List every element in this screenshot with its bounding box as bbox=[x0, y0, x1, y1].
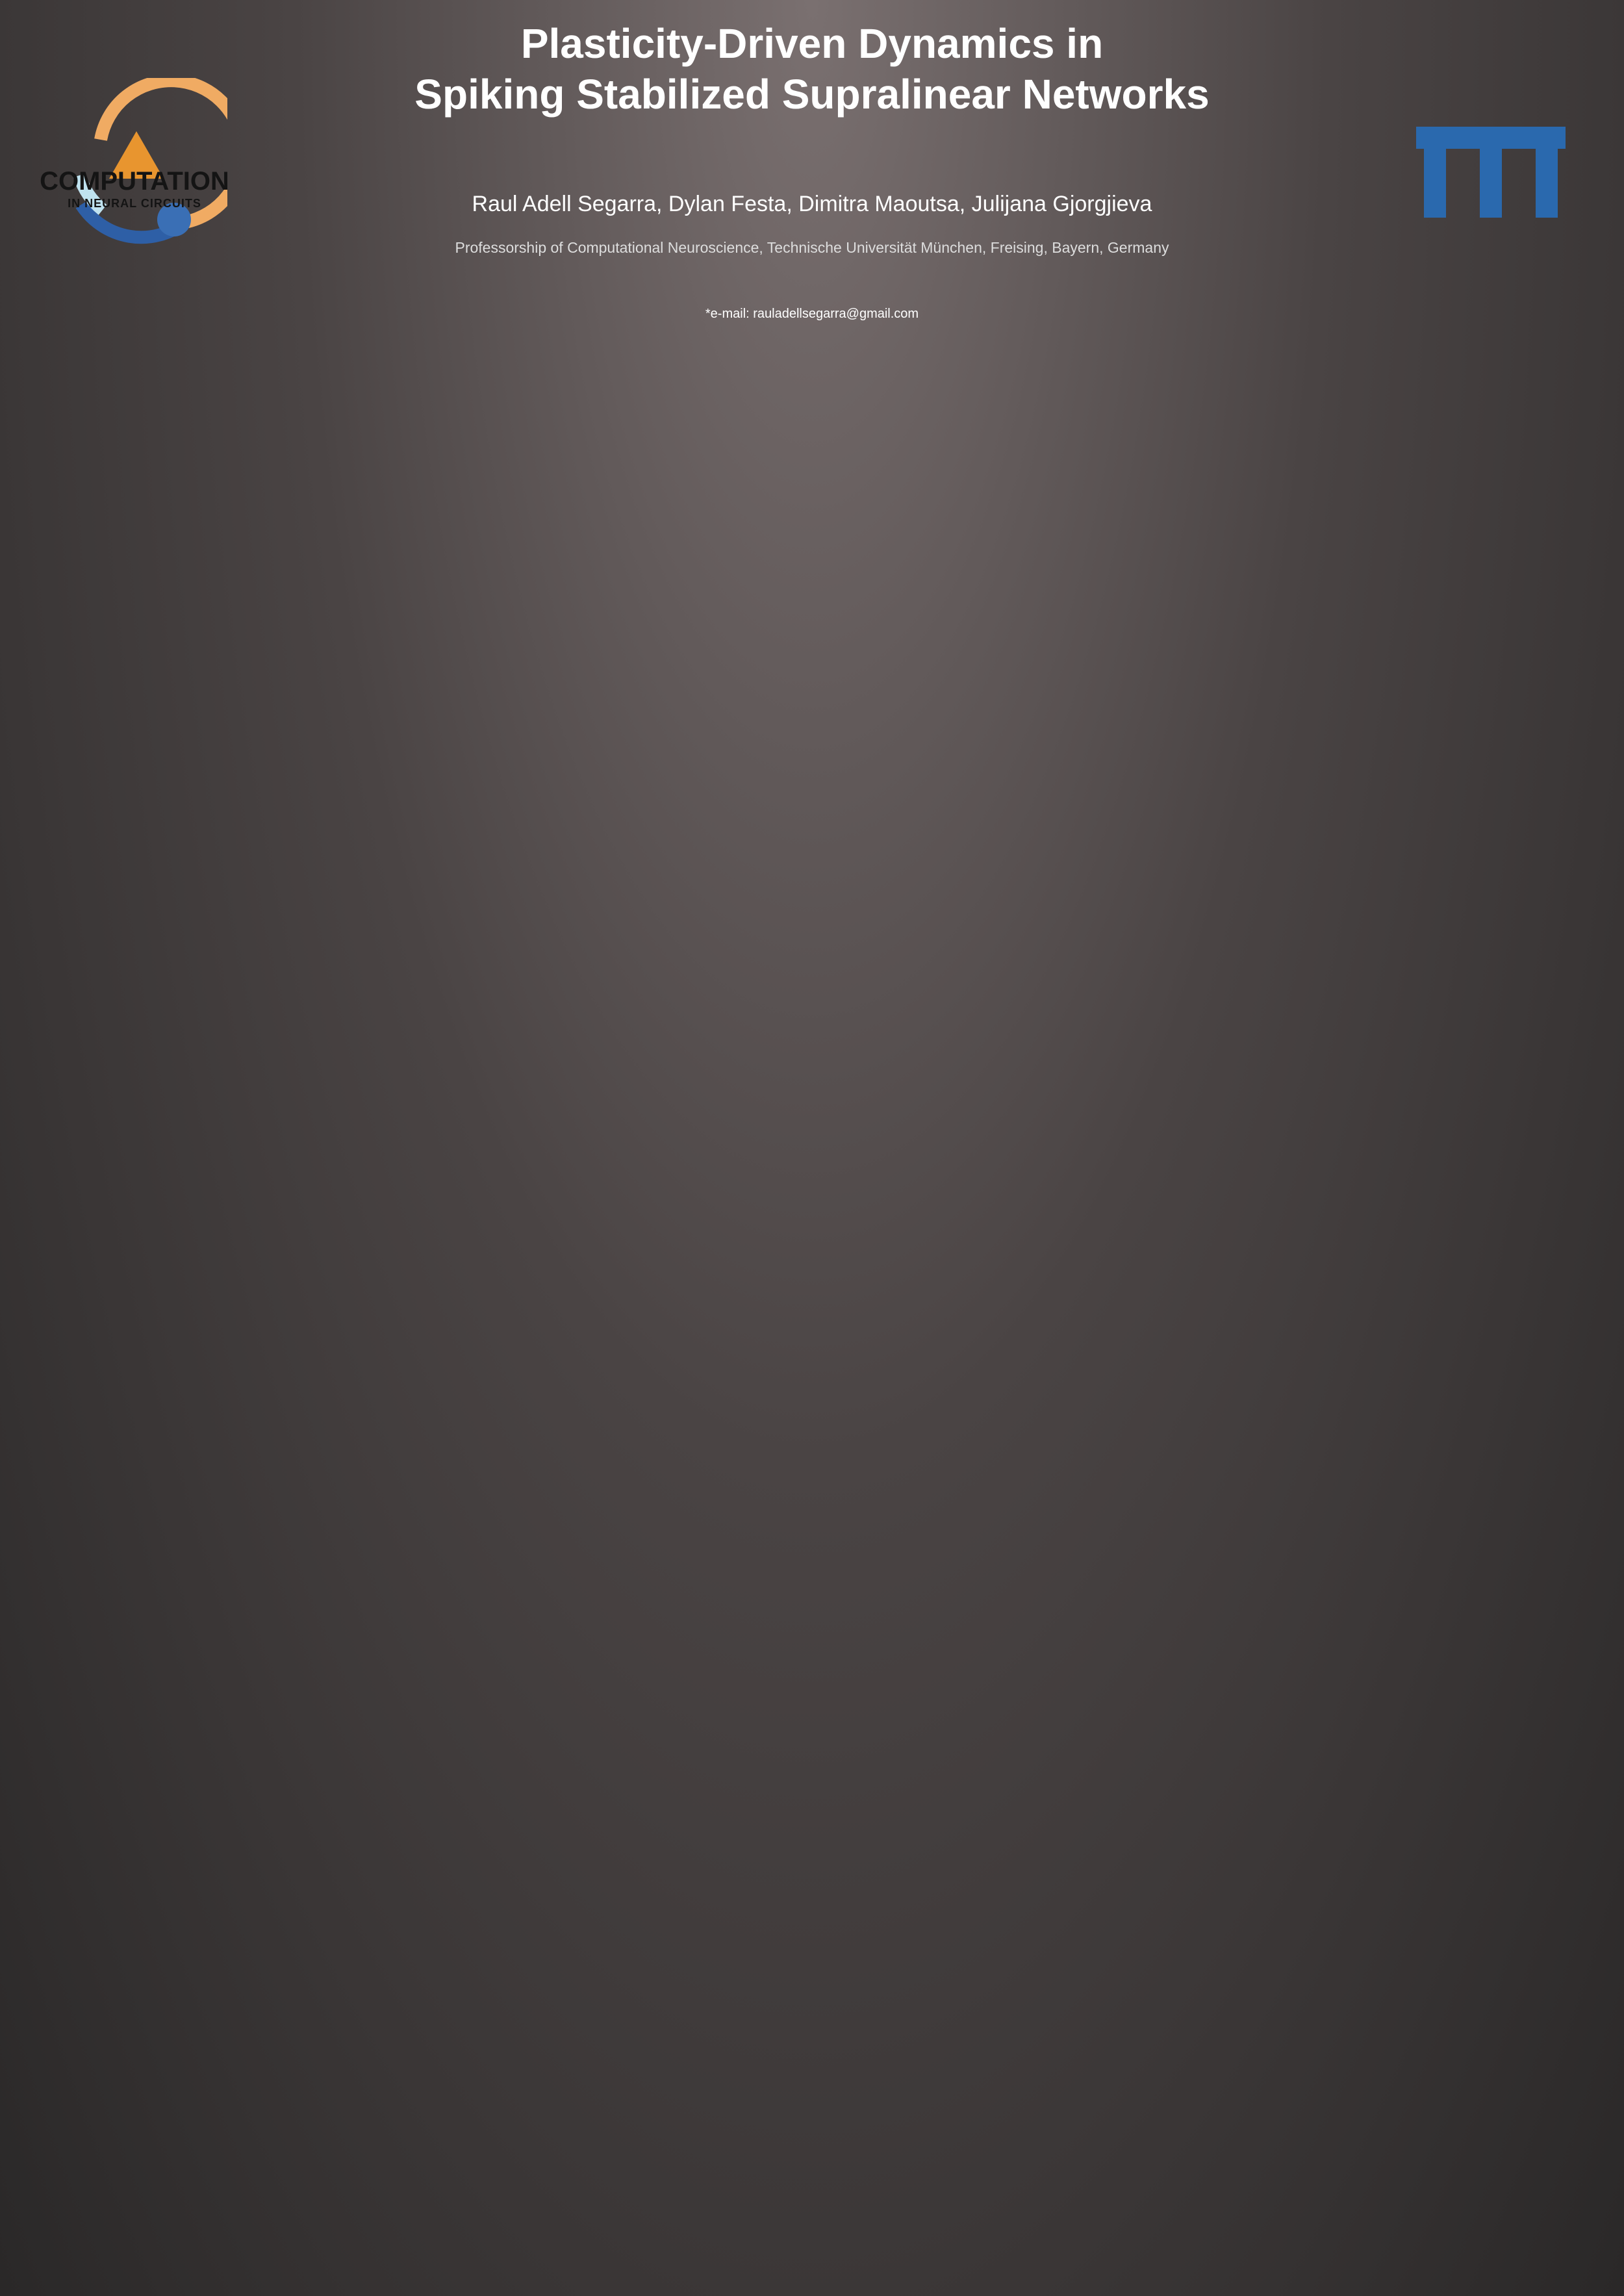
svg-text:COMPUTATION: COMPUTATION bbox=[40, 167, 227, 196]
svg-text:IN NEURAL CIRCUITS: IN NEURAL CIRCUITS bbox=[68, 197, 201, 210]
